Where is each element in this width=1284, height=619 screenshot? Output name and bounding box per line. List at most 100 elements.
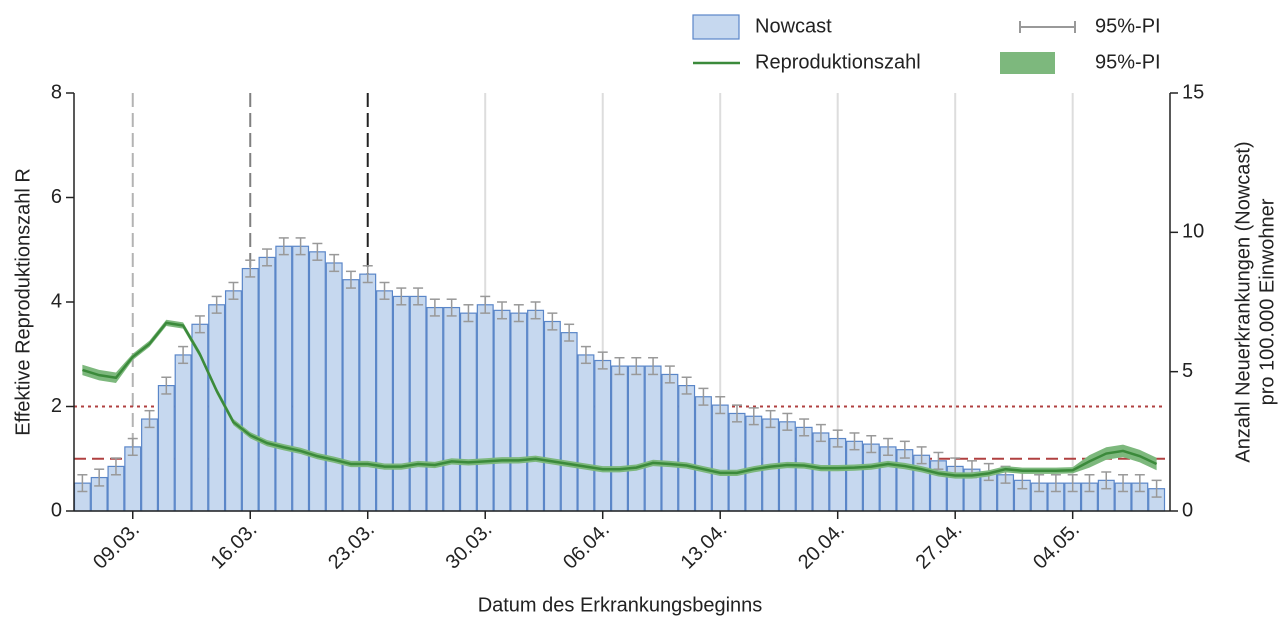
- x-tick-label: 04.05.: [1029, 519, 1084, 574]
- error-bar: [513, 304, 524, 323]
- y2-axis-label: pro 100.000 Einwohner: [1256, 198, 1278, 405]
- error-bar: [849, 432, 860, 451]
- y-tick-label: 8: [51, 81, 62, 103]
- bar: [292, 245, 310, 512]
- bar: [711, 404, 729, 512]
- bar: [392, 295, 410, 512]
- legend-label: Nowcast: [755, 15, 832, 37]
- error-bar: [748, 407, 759, 426]
- error-bar: [1067, 474, 1078, 493]
- bar: [208, 304, 226, 512]
- bar: [577, 354, 595, 512]
- bar: [862, 443, 880, 512]
- error-bar: [933, 451, 944, 470]
- x-axis-label: Datum des Erkrankungsbeginns: [478, 594, 763, 616]
- y2-tick-label: 15: [1182, 81, 1204, 103]
- bar: [443, 306, 461, 512]
- error-bar: [312, 242, 323, 261]
- error-bar: [1134, 474, 1145, 493]
- bar: [694, 396, 712, 512]
- error-bar: [815, 423, 826, 443]
- error-bar: [77, 474, 88, 493]
- error-bar: [396, 287, 407, 306]
- legend-swatch: [692, 14, 740, 40]
- error-bar: [916, 446, 927, 465]
- error-bar: [614, 356, 625, 376]
- bar: [325, 262, 343, 512]
- error-bar: [648, 356, 659, 376]
- x-tick-label: 27.04.: [912, 519, 967, 574]
- y2-axis-label: Anzahl Neuerkrankungen (Nowcast): [1232, 141, 1254, 462]
- bar: [409, 295, 427, 512]
- error-bar: [497, 301, 508, 320]
- bar: [845, 440, 863, 512]
- bar: [241, 267, 259, 512]
- error-bar: [1118, 474, 1129, 493]
- error-bar: [580, 345, 591, 365]
- error-bar: [480, 295, 491, 314]
- legend-label: 95%-PI: [1095, 51, 1161, 73]
- x-tick-label: 09.03.: [89, 519, 144, 574]
- error-bar: [765, 409, 776, 429]
- bar: [258, 256, 276, 512]
- x-tick-label: 16.03.: [207, 519, 262, 574]
- x-tick-label: 30.03.: [442, 519, 497, 574]
- bar: [459, 312, 477, 512]
- bar: [476, 304, 494, 512]
- error-bar: [547, 312, 558, 331]
- bar: [308, 251, 326, 512]
- error-bar: [144, 409, 155, 429]
- bar: [560, 332, 578, 512]
- bar: [224, 290, 242, 512]
- error-bar: [1050, 474, 1061, 493]
- bar: [359, 273, 377, 512]
- bar: [611, 365, 628, 512]
- error-bar: [228, 281, 239, 300]
- x-tick-label: 20.04.: [794, 519, 849, 574]
- error-bar: [866, 435, 877, 454]
- line: [82, 321, 1158, 477]
- bar: [493, 309, 511, 512]
- y-tick-label: 2: [51, 395, 62, 417]
- error-bar: [379, 281, 390, 300]
- bar: [678, 385, 696, 512]
- error-bar: [161, 376, 172, 395]
- y-axis-label: Effektive Reproduktionszahl R: [12, 168, 34, 436]
- bar: [157, 385, 175, 512]
- bar: [342, 279, 360, 512]
- y-tick-label: 0: [51, 499, 62, 521]
- error-bar: [127, 437, 138, 457]
- error-bar: [899, 440, 910, 459]
- error-bar: [681, 376, 692, 395]
- error-bar: [731, 404, 742, 423]
- y-tick-label: 6: [51, 186, 62, 208]
- error-bar: [194, 315, 205, 334]
- error-bar: [530, 301, 541, 320]
- bar: [543, 320, 561, 512]
- x-tick-label: 06.04.: [559, 519, 614, 574]
- bar: [594, 359, 612, 512]
- y2-tick-label: 0: [1182, 499, 1193, 521]
- error-bar: [446, 298, 457, 317]
- bar: [627, 365, 645, 512]
- error-bar: [832, 429, 843, 448]
- error-bar: [1151, 479, 1162, 498]
- y-tick-label: 4: [51, 290, 62, 312]
- error-bar: [715, 395, 726, 415]
- error-bar: [413, 287, 424, 306]
- bar: [829, 437, 847, 512]
- error-bar: [1084, 474, 1095, 493]
- error-bar: [564, 323, 575, 342]
- error-bar: [278, 237, 289, 256]
- bar: [376, 290, 394, 512]
- bar: [275, 245, 293, 512]
- error-bar: [110, 457, 121, 476]
- error-bar: [782, 412, 793, 431]
- error-bar: [295, 237, 306, 256]
- error-bar: [698, 387, 709, 406]
- bar: [896, 449, 914, 512]
- error-bar: [211, 295, 222, 314]
- bar: [426, 306, 444, 512]
- error-bar: [345, 270, 356, 289]
